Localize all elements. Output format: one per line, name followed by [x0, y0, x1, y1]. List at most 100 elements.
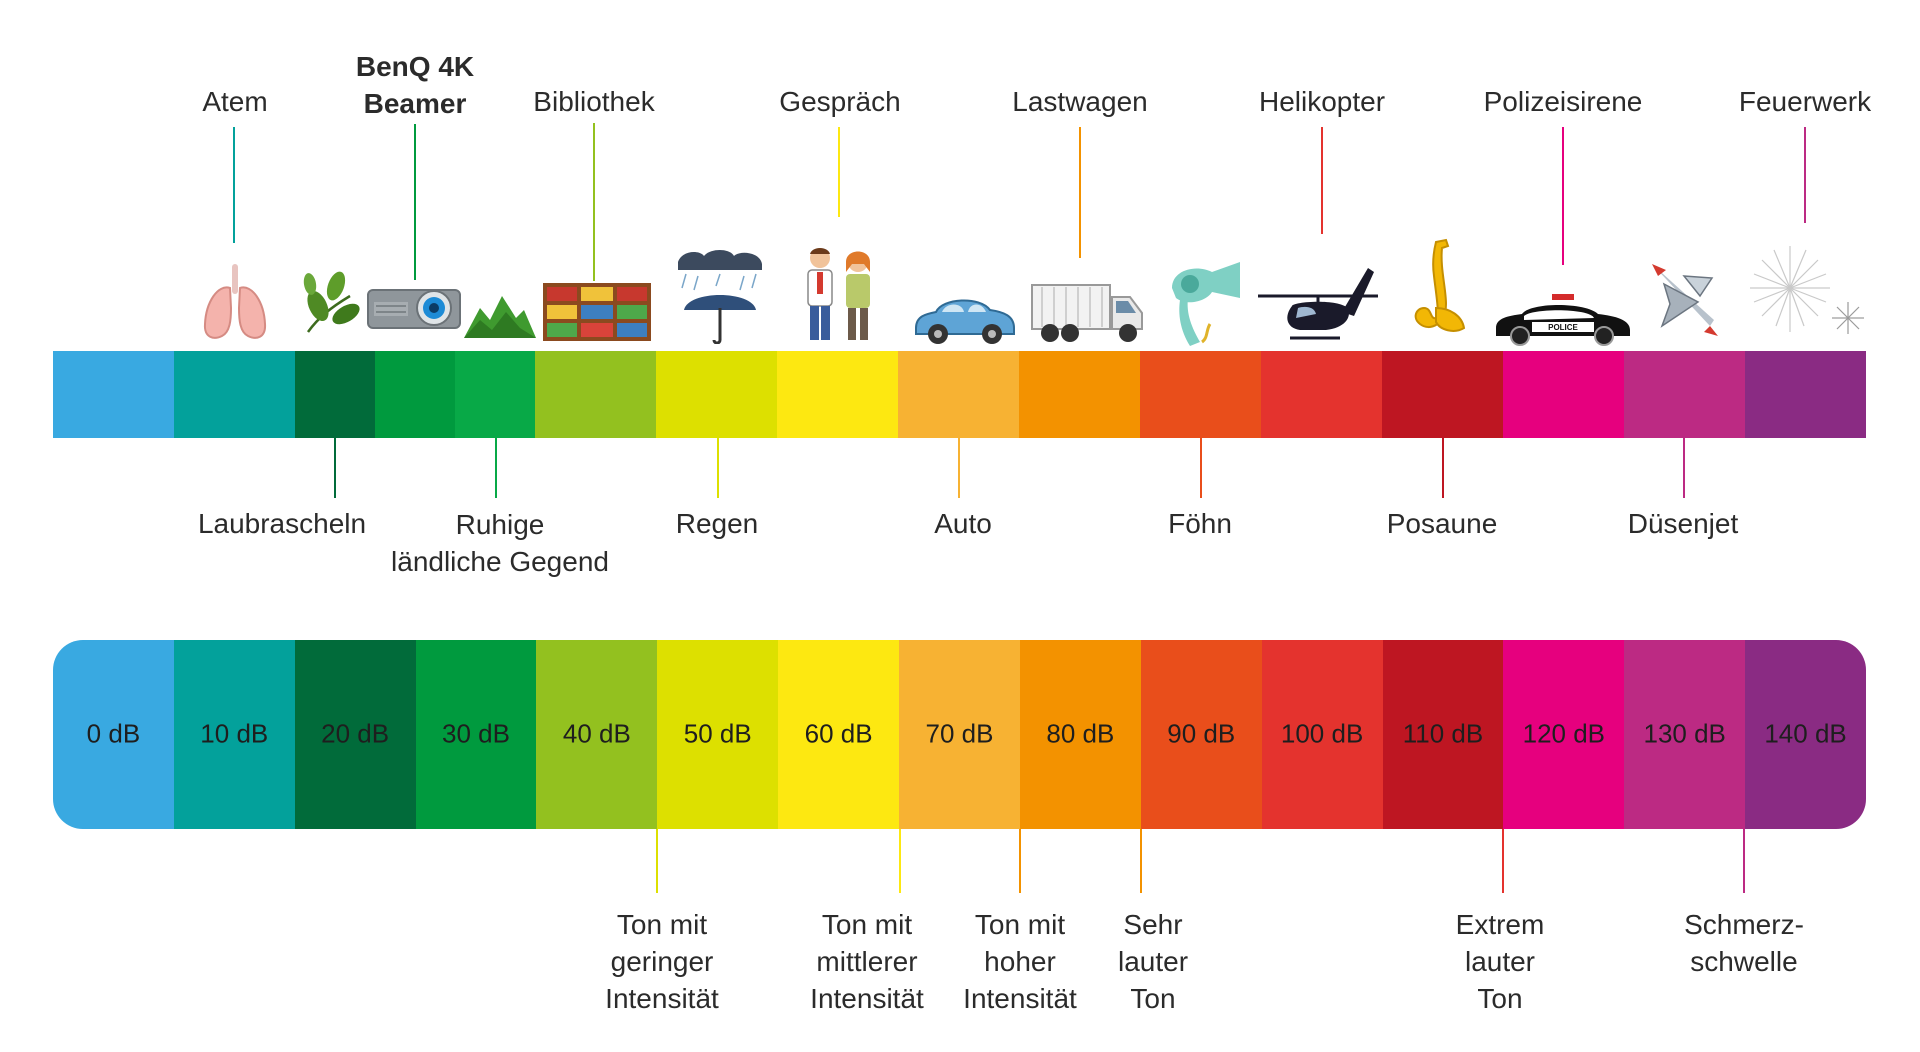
label-mittel: Ton mit mittlerer Intensität — [810, 909, 924, 1014]
connector-mittel — [899, 829, 901, 893]
db-value-label: 90 dB — [1167, 718, 1236, 749]
db-value-label: 60 dB — [804, 718, 873, 749]
label-lastwagen: Lastwagen — [1012, 86, 1148, 117]
db-segment: 30 dB — [415, 640, 538, 829]
color-bar-segment — [1382, 351, 1503, 438]
db-segment: 140 dB — [1745, 640, 1866, 829]
color-bar-top — [53, 351, 1866, 438]
connector-regen — [717, 438, 719, 498]
db-segment: 60 dB — [778, 640, 901, 829]
color-bar-segment — [375, 351, 455, 438]
fireworks-icon — [1750, 246, 1864, 334]
label-regen: Regen — [675, 508, 759, 539]
connector-auto — [958, 438, 960, 498]
connector-schmerz — [1743, 829, 1745, 893]
connector-gespraech — [838, 127, 840, 217]
label-posaune: Posaune — [1386, 508, 1498, 539]
connector-gering — [656, 829, 658, 893]
label-polizeisirene: Polizeisirene — [1483, 86, 1643, 117]
connector-foehn — [1200, 438, 1202, 498]
db-segment: 50 dB — [657, 640, 780, 829]
db-segment: 130 dB — [1624, 640, 1747, 829]
db-value-label: 50 dB — [683, 718, 752, 749]
projector-icon — [367, 289, 461, 329]
db-segment: 40 dB — [536, 640, 659, 829]
label-duesenjet: Düsenjet — [1627, 508, 1739, 539]
umbrella-rain-icon — [678, 250, 762, 344]
car-icon — [915, 299, 1015, 344]
connector-bibliothek — [593, 123, 595, 281]
color-bar-segment — [535, 351, 656, 438]
db-segment: 100 dB — [1261, 640, 1384, 829]
connector-atem — [233, 127, 235, 243]
color-bar-segment — [1261, 351, 1382, 438]
bookshelf-icon — [543, 283, 651, 341]
db-value-label: 80 dB — [1046, 718, 1115, 749]
color-bar-segment — [898, 351, 1019, 438]
helicopter-icon — [1258, 268, 1378, 340]
label-atem: Atem — [202, 86, 268, 117]
color-bar-segment — [174, 351, 295, 438]
db-value-label: 70 dB — [925, 718, 994, 749]
color-bar-segment — [1019, 351, 1140, 438]
label-foehn: Föhn — [1168, 508, 1232, 539]
truck-icon — [1031, 284, 1143, 342]
db-value-label: 130 dB — [1643, 718, 1726, 749]
label-helikopter: Helikopter — [1258, 86, 1386, 117]
db-segment: 0 dB — [53, 640, 175, 829]
db-segment: 90 dB — [1140, 640, 1263, 829]
db-value-label: 40 dB — [562, 718, 631, 749]
label-gespraech: Gespräch — [779, 86, 901, 117]
color-bar-segment — [1745, 351, 1866, 438]
label-laubrascheln: Laubrascheln — [197, 508, 367, 539]
db-value-label: 140 dB — [1764, 718, 1847, 749]
label-beamer: BenQ 4K Beamer — [355, 51, 475, 119]
connector-beamer — [414, 124, 416, 280]
connector-feuerwerk — [1804, 127, 1806, 223]
connector-helikopter — [1321, 127, 1323, 234]
db-segment: 20 dB — [294, 640, 417, 829]
db-value-label: 10 dB — [200, 718, 269, 749]
color-bar-segment — [455, 351, 535, 438]
label-feuerwerk: Feuerwerk — [1738, 86, 1872, 117]
db-segment: 80 dB — [1019, 640, 1142, 829]
hills-icon — [464, 296, 536, 338]
label-extrem: Extrem lauter Ton — [1455, 909, 1545, 1014]
db-segment: 70 dB — [899, 640, 1021, 829]
db-segment: 110 dB — [1382, 640, 1505, 829]
connector-lastwagen — [1079, 127, 1081, 258]
connector-duesenjet — [1683, 438, 1685, 498]
connector-ruhige — [495, 438, 497, 498]
color-bar-segment — [53, 351, 174, 438]
db-value-label: 110 dB — [1402, 718, 1484, 749]
label-auto: Auto — [934, 508, 992, 539]
label-hoch: Ton mit hoher Intensität — [963, 909, 1077, 1014]
db-segment: 10 dB — [173, 640, 296, 829]
hairdryer-icon — [1172, 262, 1240, 346]
color-bar-segment — [656, 351, 777, 438]
label-ruhige: Ruhige ländliche Gegend — [391, 509, 609, 577]
db-value-label: 100 dB — [1280, 718, 1364, 749]
connector-polizeisirene — [1562, 127, 1564, 265]
color-bar-segment — [777, 351, 898, 438]
saxophone-icon — [1414, 238, 1466, 332]
color-bar-segment — [1503, 351, 1624, 438]
db-value-label: 0 dB — [86, 718, 141, 749]
connector-extrem — [1502, 829, 1504, 893]
label-sehrlaut: Sehr lauter Ton — [1117, 909, 1189, 1014]
police-car-icon: POLICE — [1496, 294, 1630, 346]
connector-sehrlaut — [1140, 829, 1142, 893]
label-schmerz: Schmerz- schwelle — [1684, 909, 1804, 977]
db-segment: 120 dB — [1503, 640, 1626, 829]
leaves-icon — [303, 271, 360, 333]
color-bar-segment — [295, 351, 375, 438]
conversation-icon — [807, 248, 870, 340]
db-value-label: 30 dB — [442, 718, 510, 749]
label-bibliothek: Bibliothek — [533, 86, 655, 117]
jet-icon — [1652, 264, 1718, 336]
label-gering: Ton mit geringer Intensität — [605, 909, 719, 1014]
lungs-icon — [203, 264, 267, 339]
color-bar-segment — [1140, 351, 1261, 438]
db-value-label: 120 dB — [1522, 718, 1606, 749]
